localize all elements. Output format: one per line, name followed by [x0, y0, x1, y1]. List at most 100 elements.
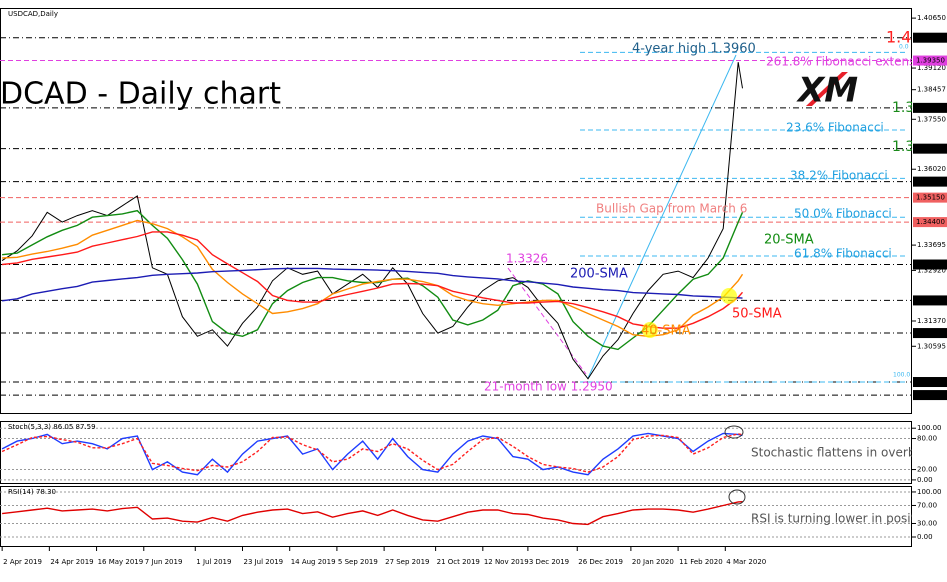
level-box — [913, 377, 947, 388]
y-tick-label: 0.00 — [917, 533, 933, 541]
x-tick-label: 5 Sep 2019 — [338, 558, 378, 566]
level-label: 1.32000 — [916, 296, 945, 304]
level-label: 1.33100 — [916, 261, 945, 269]
fib-label: 100.0 — [893, 372, 910, 379]
series-line — [2, 267, 743, 302]
level-label: 1.31000 — [916, 329, 945, 337]
level-label: 1.37900 — [916, 104, 945, 112]
x-tick-label: 1 Jul 2019 — [196, 558, 231, 566]
series-label: 200-SMA — [570, 267, 628, 282]
y-tick-label: 100.00 — [917, 488, 942, 496]
annotation: 21-month low 1.2950 — [484, 380, 613, 394]
logo: XM — [796, 71, 858, 111]
cross-marker — [642, 322, 658, 338]
level-label: 1.34400 — [916, 218, 945, 226]
x-tick-label: 20 Jan 2020 — [632, 558, 674, 566]
highlight-circle — [728, 489, 746, 505]
cross-marker — [721, 288, 737, 304]
y-tick-label: 1.37550 — [917, 115, 946, 123]
main-plot — [0, 37, 912, 396]
y-tick-label: 1.33695 — [917, 241, 946, 249]
x-tick-label: 26 Dec 2019 — [578, 558, 623, 566]
fib-label: 61.8% Fibonacci — [794, 247, 892, 261]
level-box — [913, 176, 947, 187]
indicator-title: RSI(14) 78.30 — [8, 488, 56, 496]
chart-title: USDCAD,Daily — [8, 10, 58, 18]
x-tick-label: 14 Aug 2019 — [291, 558, 336, 566]
level-label: 1.36650 — [916, 145, 945, 153]
annotation: 1.3 — [892, 139, 914, 155]
annotation: RSI is turning lower in positive a — [751, 512, 944, 526]
fib-label: 50.0% Fibonacci — [794, 207, 892, 221]
y-tick-label: 1.39120 — [917, 64, 946, 72]
level-box — [913, 390, 947, 401]
x-tick-label: 23 Jul 2019 — [243, 558, 283, 566]
logo-stripe — [806, 72, 848, 106]
y-tick-label: 1.40650 — [917, 14, 946, 22]
level-box — [913, 32, 947, 43]
level-label: 1.35640 — [916, 178, 945, 186]
fib-label: 0.0 — [899, 44, 909, 51]
x-tick-label: 3 Dec 2019 — [529, 558, 569, 566]
level-box — [913, 102, 947, 113]
annotation: 1.3 — [892, 100, 914, 116]
level-label: 1.40050 — [916, 34, 945, 42]
series-label: 50-SMA — [732, 307, 782, 322]
x-tick-label: 16 May 2019 — [98, 558, 144, 566]
x-tick-label: 4 Mar 2020 — [726, 558, 766, 566]
rsi-plot — [0, 491, 912, 538]
y-tick-label: 30.00 — [917, 519, 937, 527]
x-tick-label: 7 Jun 2019 — [145, 558, 183, 566]
x-tick-label: 27 Sep 2019 — [385, 558, 429, 566]
y-tick-label: 1.31370 — [917, 317, 946, 325]
stoch-frame — [0, 421, 912, 484]
fib-label: 23.6% Fibonacci — [786, 121, 884, 135]
series-line — [2, 501, 743, 526]
annotation: Stochastic flattens in overbough — [751, 446, 946, 460]
x-tick-label: 11 Feb 2020 — [679, 558, 723, 566]
level-box — [913, 55, 947, 66]
y-tick-label: 20.00 — [917, 466, 937, 474]
annotation: 1.40 — [886, 28, 922, 47]
x-tick-label: 2 Apr 2019 — [3, 558, 42, 566]
stoch-annotations: Stoch(5,3,3) 86.05 87.59 Stochastic flat… — [8, 423, 946, 460]
x-tick-label: 12 Nov 2019 — [484, 558, 529, 566]
y-tick-label: 0.00 — [917, 476, 933, 484]
y-tick-label: 70.00 — [917, 501, 937, 509]
level-label: 1.39350 — [916, 57, 945, 65]
level-box — [913, 217, 947, 228]
highlight-circle — [724, 425, 744, 439]
y-tick-label: 80.00 — [917, 435, 937, 443]
main-annotations: USDCAD,Daily DCAD - Daily chart 4-year h… — [0, 10, 934, 394]
annotation: 1.3326 — [506, 252, 548, 266]
chart-subtitle: DCAD - Daily chart — [0, 77, 281, 112]
main-frame — [0, 8, 912, 414]
level-label: 1.29500 — [916, 378, 945, 386]
y-tick-label: 1.30595 — [917, 342, 946, 350]
indicator-title: Stoch(5,3,3) 86.05 87.59 — [8, 423, 96, 431]
trendline — [507, 267, 587, 375]
level-box — [913, 143, 947, 154]
level-box — [913, 328, 947, 339]
level-box — [913, 295, 947, 306]
y-tick-label: 1.32920 — [917, 266, 946, 274]
rsi-annotations: RSI(14) 78.30 RSI is turning lower in po… — [8, 488, 944, 526]
level-box — [913, 192, 947, 203]
series-line — [2, 219, 744, 338]
series-line — [2, 209, 744, 351]
x-tick-label: 21 Oct 2019 — [437, 558, 480, 566]
annotation: 261.8% Fibonacci extension — [766, 55, 934, 69]
annotation: Bullish Gap from March 6 — [596, 202, 747, 216]
series-label: 40-SMA — [641, 324, 691, 339]
y-tick-label: 100.00 — [917, 424, 942, 432]
series-line — [1, 432, 743, 476]
series-line — [1, 433, 743, 473]
level-label: 1.35150 — [916, 194, 945, 202]
series-line — [2, 231, 744, 329]
level-box — [913, 259, 947, 270]
x-tick-label: 24 Apr 2019 — [50, 558, 93, 566]
fib-label: 38.2% Fibonacci — [790, 169, 888, 183]
level-label: 1.29100 — [916, 391, 945, 399]
